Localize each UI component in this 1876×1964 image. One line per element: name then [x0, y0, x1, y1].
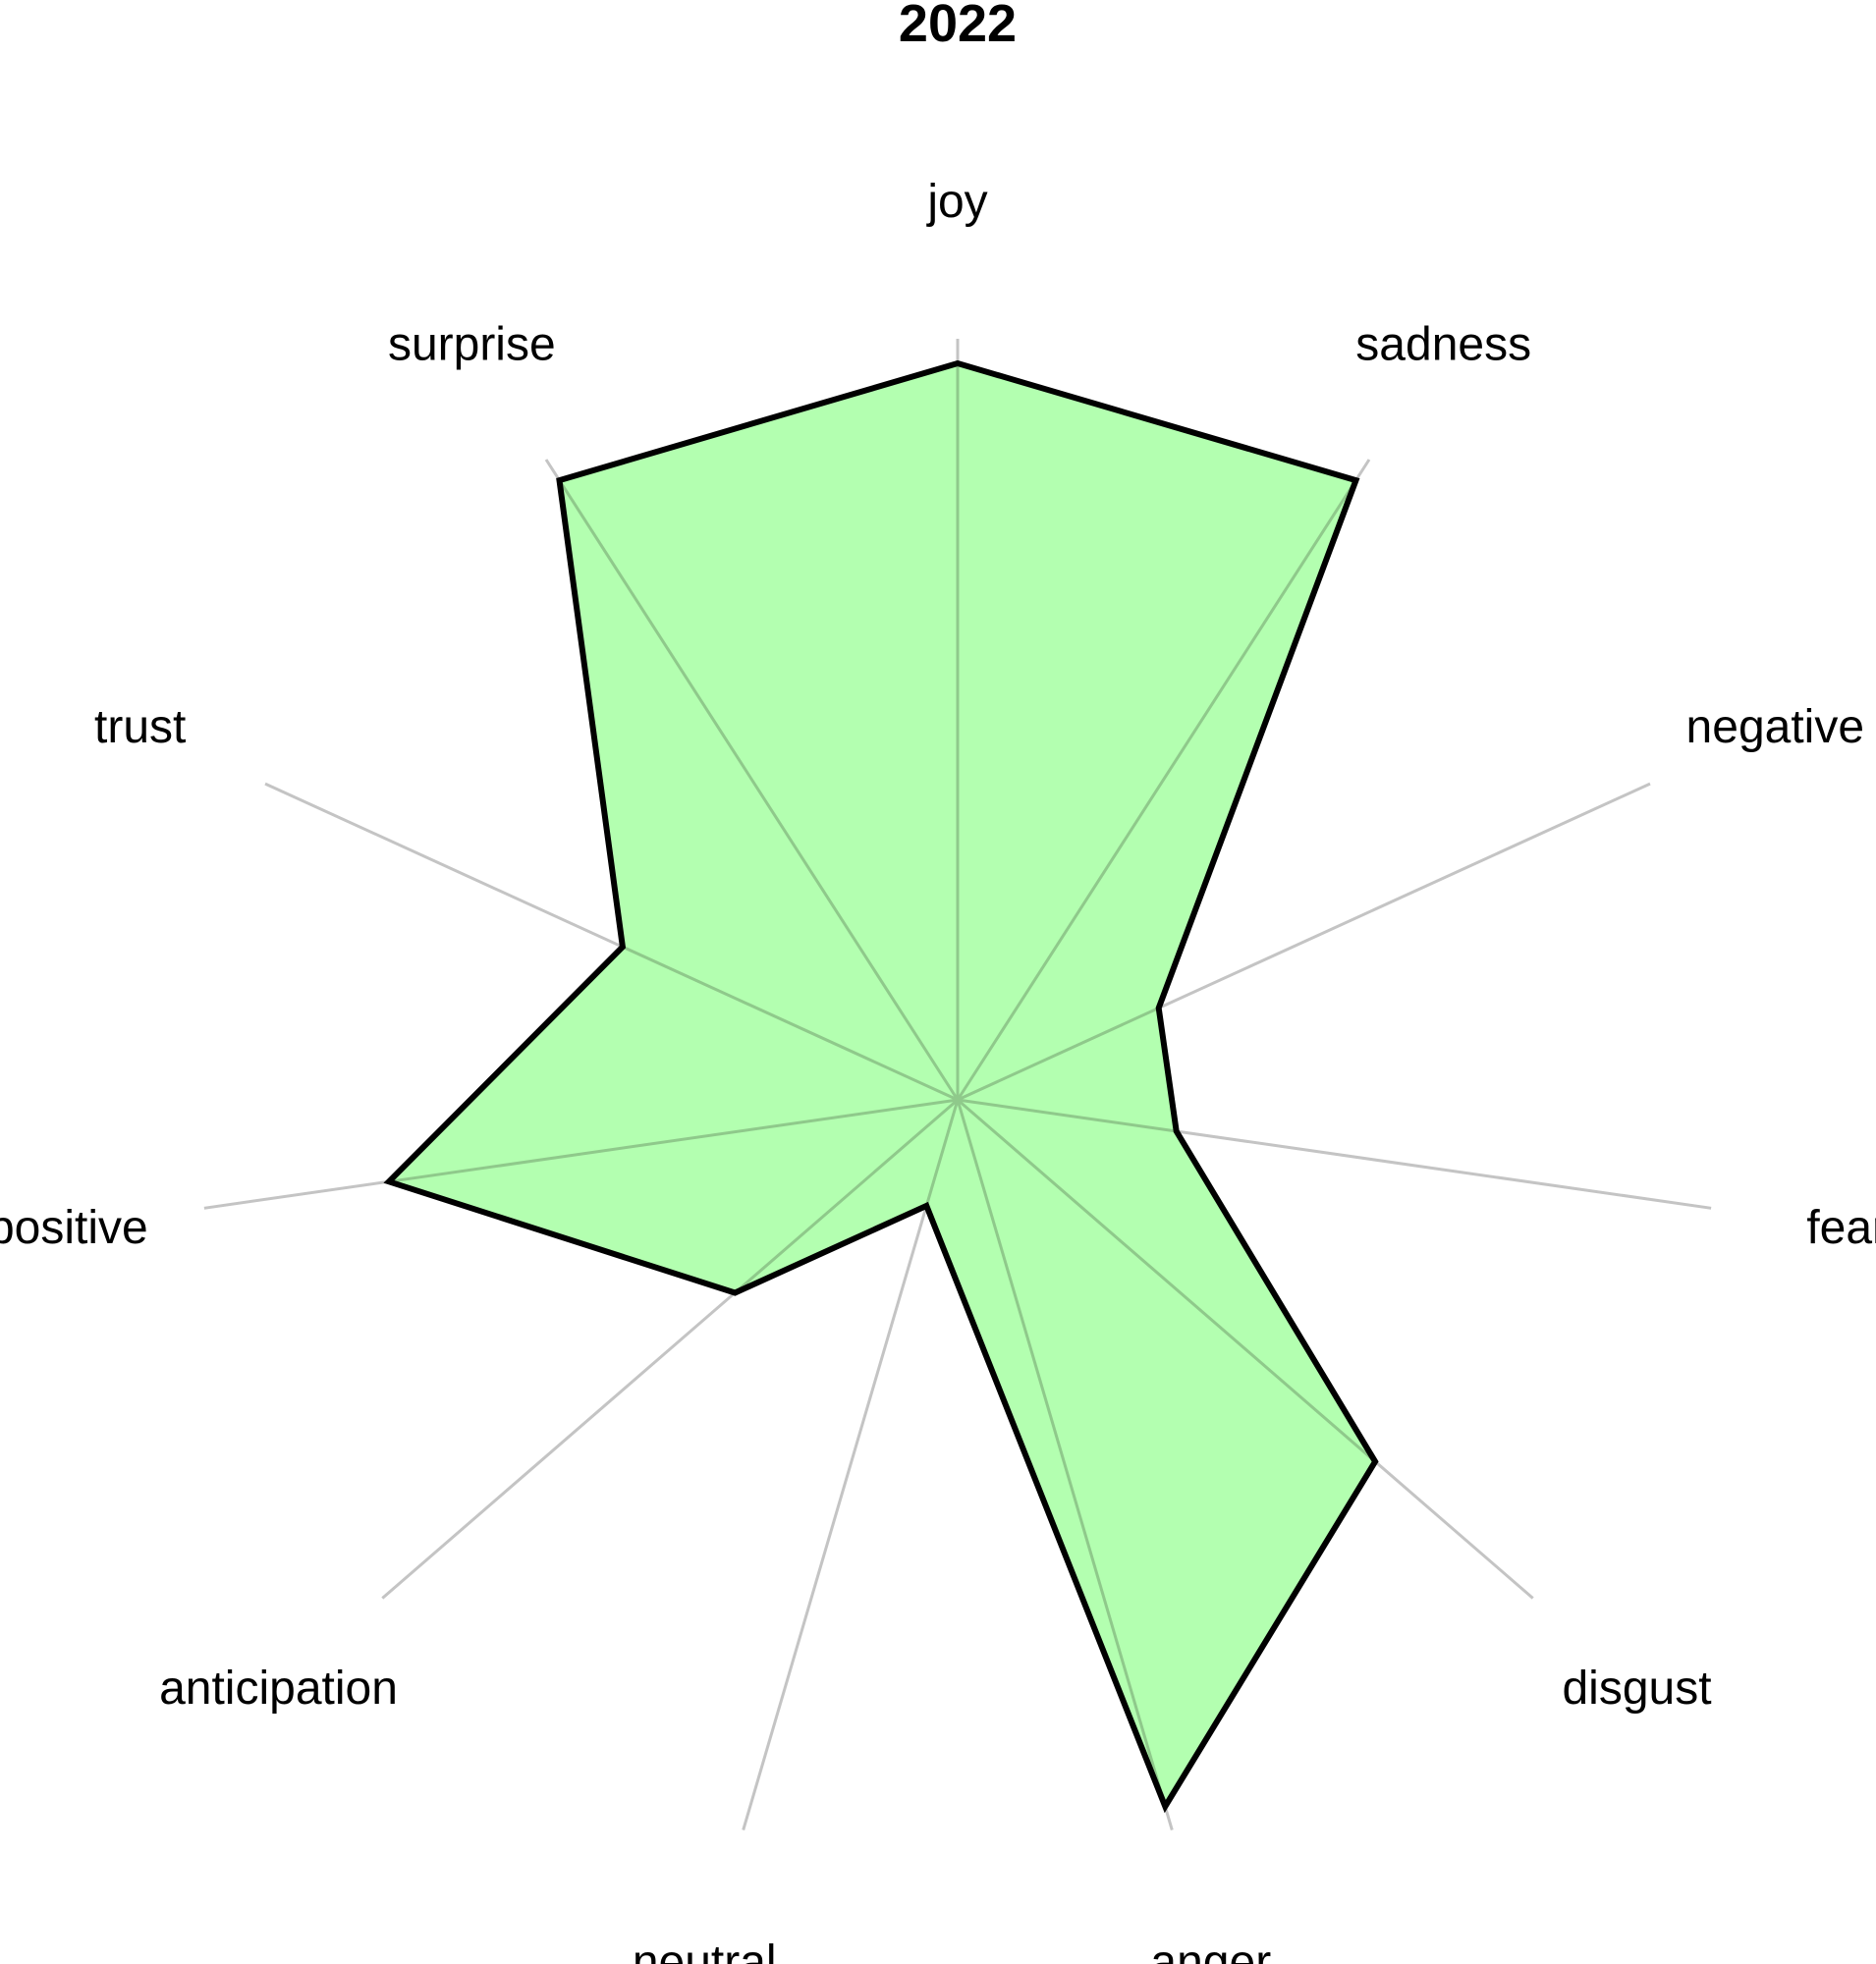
spoke-overlay-group — [388, 363, 1377, 1808]
axis-spoke-inner-surprise — [558, 479, 960, 1101]
axis-label-fear: fear — [1806, 1202, 1876, 1254]
chart-title: 2022 — [899, 0, 1017, 53]
axis-label-group: joy sadness negative fear disgust anger neutra… — [0, 176, 1876, 1964]
axis-label-negative: negative — [1686, 701, 1864, 753]
axis-spoke-inner-negative — [957, 1007, 1160, 1102]
axis-label-anger: anger — [1150, 1937, 1271, 1964]
axis-spoke-inner-anticipation — [734, 1098, 959, 1294]
axis-label-sadness: sadness — [1355, 318, 1531, 370]
axis-label-trust: trust — [94, 701, 186, 753]
axis-label-surprise: surprise — [388, 318, 556, 370]
axis-spoke-neutral — [742, 1099, 960, 1831]
axis-label-joy: joy — [925, 176, 987, 228]
axis-spoke-inner-disgust — [957, 1098, 1377, 1463]
axis-spoke-inner-trust — [622, 945, 959, 1102]
data-outline — [383, 359, 1379, 1814]
axis-spoke-inner-neutral — [924, 1099, 960, 1207]
axis-spoke-inner-fear — [957, 1098, 1177, 1133]
axis-label-anticipation: anticipation — [159, 1663, 398, 1715]
axis-label-disgust: disgust — [1562, 1663, 1711, 1715]
axis-label-positive: positive — [0, 1202, 148, 1254]
axis-spoke-inner-anger — [956, 1099, 1167, 1808]
axis-spoke-inner-sadness — [956, 479, 1357, 1101]
axis-spoke-inner-positive — [388, 1098, 959, 1183]
axis-label-neutral: neutral — [633, 1937, 777, 1964]
data-area — [389, 363, 1376, 1807]
